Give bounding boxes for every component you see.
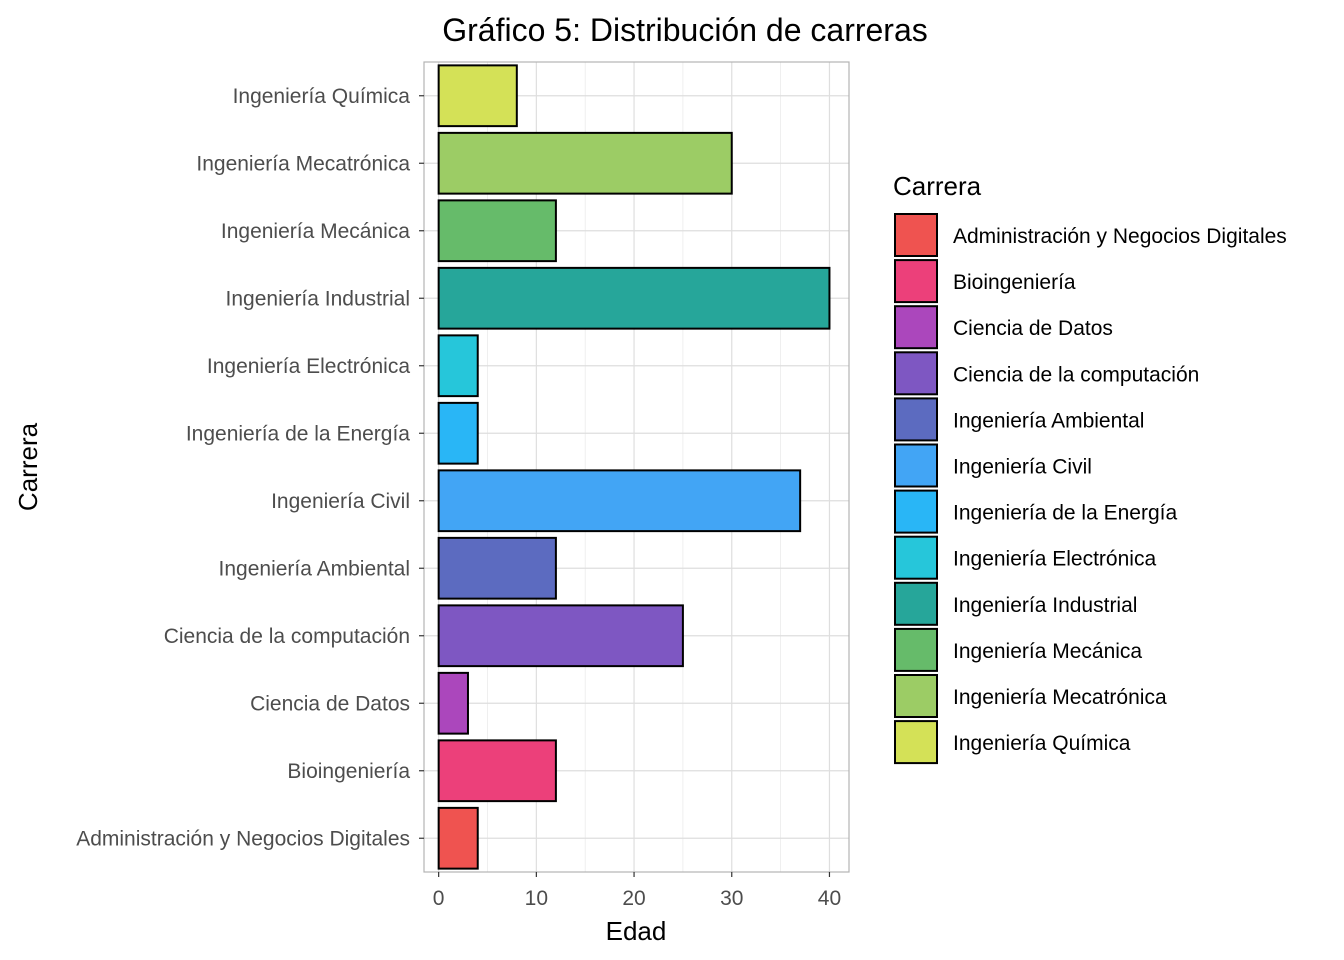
y-tick-label: Ciencia de la computación	[164, 625, 410, 648]
legend-swatch	[894, 489, 938, 534]
bar	[437, 739, 557, 803]
legend-label: Ingeniería Mecatrónica	[953, 686, 1167, 709]
legend-swatch	[894, 627, 938, 672]
legend-swatch	[894, 720, 938, 765]
y-tick-label: Ingeniería Electrónica	[207, 355, 410, 378]
legend-title: Carrera	[893, 171, 982, 201]
legend-label: Ingeniería Electrónica	[953, 548, 1156, 571]
bar	[437, 131, 733, 195]
legend-swatch	[894, 305, 938, 350]
bar	[437, 671, 469, 735]
chart-title: Gráfico 5: Distribución de carreras	[442, 12, 928, 48]
y-tick-label: Ciencia de Datos	[250, 692, 410, 715]
x-tick-label: 30	[720, 887, 743, 910]
y-tick-label: Ingeniería de la Energía	[186, 422, 410, 445]
x-tick-label: 40	[818, 887, 841, 910]
y-tick-label: Ingeniería Química	[233, 85, 411, 108]
y-tick-label: Ingeniería Ambiental	[219, 557, 410, 580]
bar	[437, 64, 518, 128]
legend-label: Administración y Negocios Digitales	[953, 225, 1287, 248]
legend-swatch	[894, 259, 938, 304]
legend-label: Ingeniería Industrial	[953, 594, 1137, 617]
legend-label: Ingeniería Química	[953, 732, 1131, 755]
legend-swatch	[894, 443, 938, 488]
legend: Administración y Negocios Digitales Bioin…	[894, 213, 1287, 765]
legend-label: Ingeniería Civil	[953, 456, 1092, 479]
bar	[437, 536, 557, 600]
legend-label: Ingeniería Mecánica	[953, 640, 1142, 663]
bar	[437, 266, 831, 330]
x-axis-ticks: 0 10 20 30 40	[433, 872, 841, 910]
legend-swatch	[894, 581, 938, 626]
bar	[437, 806, 479, 870]
legend-label: Bioingeniería	[953, 271, 1076, 294]
legend-swatch	[894, 397, 938, 442]
bar	[437, 469, 802, 533]
x-tick-label: 20	[622, 887, 645, 910]
bar	[437, 401, 479, 465]
x-axis-title: Edad	[606, 916, 667, 946]
bars	[437, 64, 831, 870]
legend-label: Ciencia de la computación	[953, 363, 1199, 386]
legend-label: Ingeniería Ambiental	[953, 409, 1144, 432]
y-tick-label: Ingeniería Mecánica	[221, 220, 410, 243]
y-axis-ticks: Administración y Negocios Digitales Bioin…	[76, 85, 424, 850]
legend-swatch	[894, 213, 938, 257]
y-tick-label: Ingeniería Industrial	[226, 287, 410, 310]
legend-swatch	[894, 351, 938, 396]
y-tick-label: Ingeniería Civil	[271, 490, 410, 513]
y-tick-label: Bioingeniería	[287, 760, 410, 783]
y-tick-label: Ingeniería Mecatrónica	[196, 152, 410, 175]
y-tick-label: Administración y Negocios Digitales	[76, 827, 410, 850]
y-axis-title: Carrera	[13, 422, 43, 511]
legend-label: Ciencia de Datos	[953, 317, 1113, 340]
x-tick-label: 10	[525, 887, 548, 910]
bar	[437, 199, 557, 263]
panel-border	[423, 61, 850, 873]
legend-label: Ingeniería de la Energía	[953, 502, 1177, 525]
bar	[437, 334, 479, 398]
legend-swatch	[894, 674, 938, 718]
legend-swatch	[894, 535, 938, 580]
x-tick-label: 0	[433, 887, 445, 910]
bar	[437, 604, 684, 668]
